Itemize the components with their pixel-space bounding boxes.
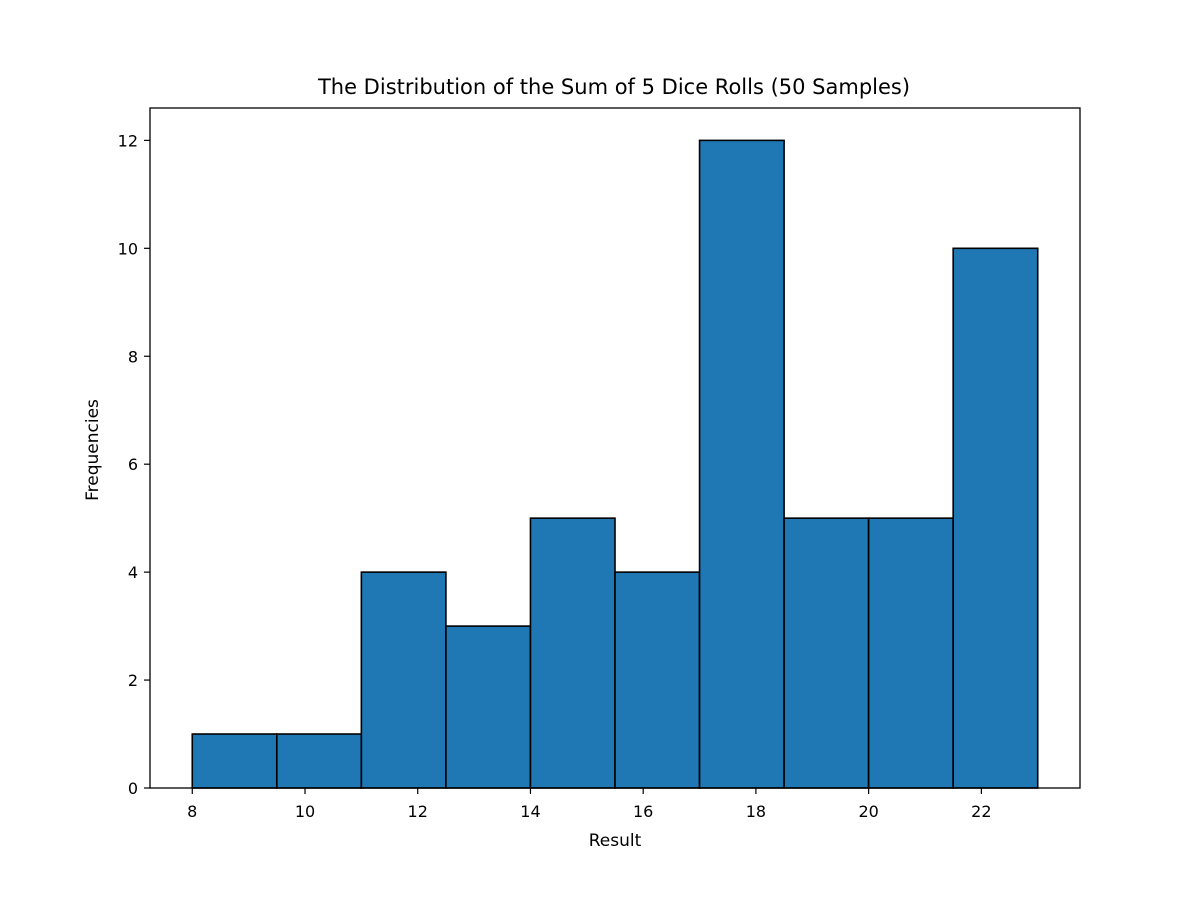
y-tick-label: 4 — [128, 563, 138, 582]
chart-title: The Distribution of the Sum of 5 Dice Ro… — [317, 75, 910, 99]
histogram-bar — [614, 571, 701, 789]
histogram-bar — [867, 517, 954, 789]
histogram-bars — [191, 139, 1039, 789]
x-axis-label: Result — [589, 831, 642, 851]
histogram-bar — [698, 139, 785, 789]
y-tick-label: 8 — [128, 347, 138, 366]
x-tick-label: 20 — [858, 802, 878, 821]
y-axis-ticks: 0 2 4 6 8 10 12 — [118, 131, 150, 798]
histogram-bar — [445, 625, 532, 789]
histogram-bar — [360, 571, 447, 789]
y-tick-label: 10 — [118, 239, 138, 258]
y-tick-label: 2 — [128, 671, 138, 690]
y-axis-label: Frequencies — [83, 399, 103, 501]
histogram-bar — [952, 247, 1039, 789]
histogram-bar — [276, 733, 363, 789]
x-tick-label: 16 — [633, 802, 653, 821]
plot-frame — [149, 107, 1081, 789]
x-tick-label: 22 — [971, 802, 991, 821]
y-tick-label: 0 — [128, 779, 138, 798]
histogram-bar — [783, 517, 870, 789]
x-tick-label: 12 — [408, 802, 428, 821]
x-axis-ticks: 8 10 12 14 16 18 20 22 — [187, 788, 992, 821]
x-tick-label: 8 — [187, 802, 197, 821]
histogram-bar — [529, 517, 616, 789]
y-tick-label: 12 — [118, 131, 138, 150]
histogram-bar — [191, 733, 278, 789]
y-tick-label: 6 — [128, 455, 138, 474]
x-tick-label: 14 — [520, 802, 540, 821]
x-tick-label: 10 — [295, 802, 315, 821]
x-tick-label: 18 — [746, 802, 766, 821]
